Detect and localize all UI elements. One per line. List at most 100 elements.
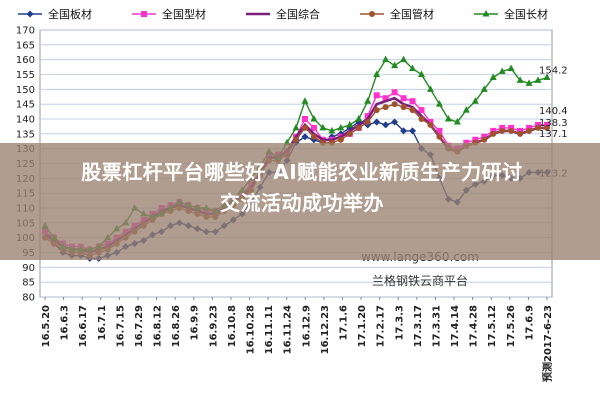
data-point: [113, 240, 120, 247]
data-point: [481, 136, 488, 143]
data-point: [337, 136, 344, 143]
x-tick-label: 16.7.29: [134, 305, 145, 347]
x-tick-label: 17.1.6: [338, 305, 349, 340]
data-point: [508, 127, 515, 134]
data-point: [482, 10, 490, 17]
data-point: [418, 70, 425, 77]
x-tick-label: 16.11.11: [264, 305, 275, 354]
data-point: [463, 142, 470, 149]
x-tick-label: 16.7.1: [97, 305, 108, 340]
data-point: [409, 98, 416, 105]
data-point: [50, 240, 57, 247]
data-point: [373, 107, 380, 114]
data-point: [355, 124, 362, 131]
data-point: [400, 127, 408, 135]
legend-label: 全国长材: [504, 7, 548, 21]
legend-label: 全国管材: [390, 7, 434, 21]
data-point: [391, 101, 398, 108]
data-point: [131, 228, 138, 235]
banner-line-1: 股票杠杆平台哪些好 AI赋能农业新质生产力研讨: [81, 160, 523, 184]
x-tick-label: 16.8.26: [171, 305, 182, 347]
y-tick-label: 140: [16, 115, 35, 126]
x-tick-label: 17.4.14: [450, 305, 461, 347]
data-point: [104, 246, 111, 253]
data-point: [418, 116, 425, 122]
data-point: [445, 145, 452, 152]
y-tick-label: 85: [22, 278, 35, 289]
data-point: [391, 118, 399, 126]
y-tick-label: 170: [16, 26, 35, 37]
y-tick-label: 100: [16, 233, 35, 244]
data-point: [391, 89, 398, 96]
data-point: [141, 11, 147, 17]
data-point: [373, 118, 381, 126]
data-point: [436, 127, 443, 134]
data-point: [310, 124, 317, 131]
banner-text: 股票杠杆平台哪些好 AI赋能农业新质生产力研讨 交流活动成功举办: [12, 157, 592, 219]
end-value-label: 137.1: [539, 129, 568, 140]
data-point: [526, 127, 533, 134]
data-point: [400, 55, 408, 63]
x-tick-label: 17.5.26: [506, 305, 517, 347]
data-point: [364, 97, 372, 104]
data-point: [534, 76, 542, 83]
data-point: [507, 64, 515, 72]
end-value-label: 138.3: [539, 118, 568, 129]
x-tick-label: 16.9.23: [208, 305, 219, 347]
data-point: [346, 120, 354, 128]
x-tick-label: 16.6.17: [78, 305, 89, 347]
data-point: [310, 115, 318, 122]
data-point: [498, 67, 506, 75]
x-tick-label: 17.2.17: [376, 305, 387, 347]
data-point: [301, 116, 308, 122]
data-point: [418, 107, 425, 114]
legend-label: 全国板材: [48, 7, 92, 21]
data-point: [301, 124, 308, 131]
y-tick-label: 95: [22, 248, 35, 259]
data-point: [293, 136, 299, 143]
data-point: [328, 126, 336, 134]
data-point: [301, 97, 309, 104]
data-point: [471, 97, 479, 104]
end-value-label: 154.2: [539, 65, 568, 76]
data-point: [122, 234, 129, 241]
y-tick-label: 80: [22, 293, 35, 304]
data-point: [435, 100, 443, 107]
data-point: [517, 130, 524, 137]
data-point: [535, 124, 542, 131]
data-point: [543, 73, 551, 80]
x-tick-label: 17.1.20: [357, 305, 368, 347]
x-tick-label: 17.4.28: [469, 305, 480, 347]
data-point: [400, 104, 407, 111]
data-point: [292, 123, 300, 131]
data-point: [490, 130, 497, 137]
data-point: [426, 85, 434, 92]
data-point: [516, 76, 524, 83]
data-point: [462, 106, 470, 113]
data-point: [364, 118, 371, 125]
data-point: [480, 85, 488, 92]
data-point: [140, 222, 147, 229]
data-point: [319, 123, 327, 131]
data-point: [382, 95, 389, 102]
data-point: [346, 130, 353, 137]
data-point: [400, 95, 407, 102]
x-tick-label: 16.12.9: [301, 305, 312, 347]
data-point: [301, 133, 309, 141]
data-point: [409, 127, 417, 135]
data-point: [42, 234, 48, 241]
data-point: [436, 133, 443, 140]
data-point: [489, 73, 497, 80]
data-point: [328, 139, 335, 146]
data-point: [382, 104, 389, 111]
x-tick-label: 16.12.23: [320, 305, 331, 354]
x-tick-label: 16.9.9: [190, 305, 201, 340]
x-tick-label: 17.3.31: [431, 305, 442, 347]
data-point: [319, 139, 326, 146]
data-point: [382, 121, 390, 129]
data-point: [337, 123, 345, 131]
data-point: [373, 70, 381, 77]
data-point: [364, 113, 371, 120]
data-point: [95, 249, 102, 256]
x-tick-label: 16.10.28: [246, 305, 257, 354]
